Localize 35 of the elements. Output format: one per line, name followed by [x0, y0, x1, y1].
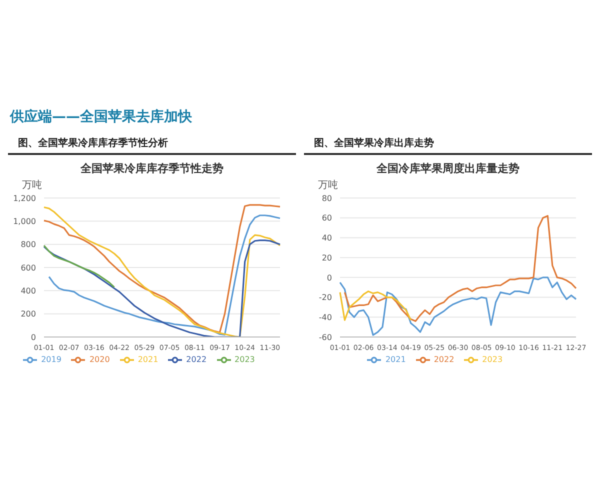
y-tick-label: 0: [30, 332, 36, 342]
y-tick-label: 20: [322, 253, 332, 262]
line-series: [43, 244, 116, 288]
y-axis-title: 万吨: [21, 178, 43, 192]
y-tick-label: 1,000: [13, 217, 36, 226]
chart-title: 全国冷库苹果周度出库量走势: [376, 161, 520, 176]
y-tick-label: 200: [20, 310, 36, 319]
y-tick-label: 600: [20, 263, 36, 272]
y-tick-label: 800: [20, 240, 36, 250]
legend-label: 2021: [385, 355, 406, 364]
line-series: [339, 276, 577, 336]
y-tick-label: 80: [322, 194, 332, 203]
legend-label: 2023: [234, 355, 255, 364]
line-series: [339, 290, 412, 321]
chart-subtitle: 图、全国苹果冷库库存季节性分析: [8, 136, 296, 155]
y-tick-label: 0: [326, 273, 332, 282]
y-axis-title: 万吨: [317, 178, 339, 192]
legend-label: 2020: [89, 355, 110, 364]
legend-label: 2021: [138, 355, 158, 364]
chart-subtitle: 图、全国苹果冷库出库走势: [304, 136, 592, 155]
y-tick-label: 1,200: [13, 194, 36, 203]
chart-title: 全国苹果冷库库存季节性走势: [80, 161, 224, 176]
y-tick-label: 60: [322, 214, 332, 223]
y-tick-label: 40: [322, 234, 332, 243]
legend-label: 2022: [434, 355, 454, 364]
y-tick-label: -60: [318, 332, 332, 342]
legend-label: 2019: [41, 355, 62, 364]
line-series: [43, 239, 281, 337]
line-series: [344, 215, 577, 322]
y-tick-label: -40: [318, 312, 332, 322]
y-tick-label: 400: [20, 286, 36, 296]
y-tick-label: -20: [318, 293, 332, 302]
legend-label: 2022: [186, 355, 207, 364]
legend-label: 2023: [482, 355, 503, 364]
text: 供应端——全国苹果去库加快: [10, 108, 193, 126]
